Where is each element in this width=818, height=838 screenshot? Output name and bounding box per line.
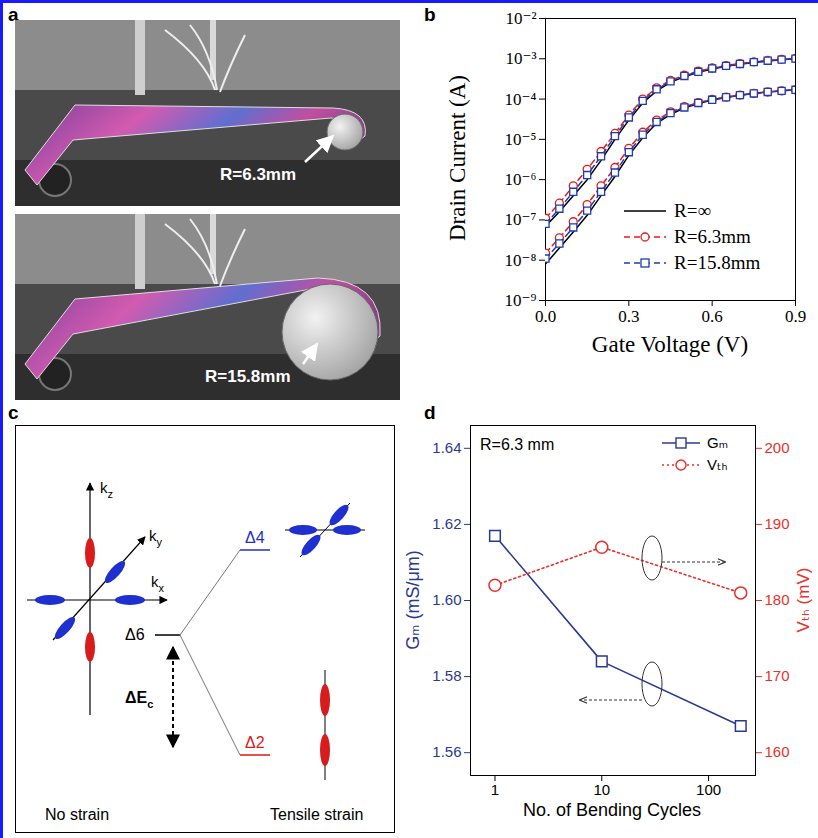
svg-text:kx: kx [151,573,165,594]
svg-text:190: 190 [765,515,790,532]
html-text:Vₜₕ (mV): Vₜₕ (mV) [793,567,813,633]
html-text:Vₜₕ: Vₜₕ [707,456,728,473]
svg-text:Δ6: Δ6 [125,626,145,643]
html-text:a: a [8,4,19,25]
html-text:Drain Current (A): Drain Current (A) [445,75,470,241]
svg-text:10: 10 [593,781,610,798]
svg-text:0.6: 0.6 [702,307,723,326]
svg-text:10⁻⁸: 10⁻⁸ [505,251,537,270]
svg-text:1.64: 1.64 [432,439,461,456]
html-text:b: b [424,4,436,25]
svg-text:10⁻⁹: 10⁻⁹ [505,291,537,310]
html-text:Gₘ (mS/μm): Gₘ (mS/μm) [403,550,423,650]
html-text:c: c [8,402,19,423]
svg-text:Δ2: Δ2 [245,734,265,751]
svg-text:1.62: 1.62 [432,515,461,532]
svg-text:10⁻⁶: 10⁻⁶ [505,170,537,189]
svg-text:10⁻²: 10⁻² [505,9,536,28]
svg-text:0.9: 0.9 [785,307,806,326]
html-text:No. of Bending Cycles: No. of Bending Cycles [523,800,701,820]
svg-text:R=15.8mm: R=15.8mm [205,367,291,386]
html-text:d: d [424,402,436,423]
svg-text:Δ4: Δ4 [245,529,265,546]
svg-text:160: 160 [765,743,790,760]
svg-text:180: 180 [765,591,790,608]
html-text:Gₘ: Gₘ [707,434,728,451]
svg-text:10⁻⁷: 10⁻⁷ [505,210,537,229]
svg-text:1.56: 1.56 [432,743,461,760]
svg-text:Tensile strain: Tensile strain [270,806,363,823]
svg-text:No strain: No strain [45,806,109,823]
svg-text:10⁻⁴: 10⁻⁴ [505,90,537,109]
html-text:R=15.8mm: R=15.8mm [674,252,761,273]
svg-text:200: 200 [765,439,790,456]
svg-text:1: 1 [491,781,499,798]
svg-text:R=6.3mm: R=6.3mm [220,165,296,184]
svg-text:1.60: 1.60 [432,591,461,608]
html-text:R=6.3mm: R=6.3mm [674,226,751,247]
svg-text:ΔEc: ΔEc [125,689,153,710]
svg-text:1.58: 1.58 [432,667,461,684]
html-text:R=∞: R=∞ [674,200,711,221]
svg-text:100: 100 [696,781,721,798]
svg-text:170: 170 [765,667,790,684]
svg-text:0.3: 0.3 [618,307,639,326]
svg-text:10⁻⁵: 10⁻⁵ [505,130,537,149]
svg-text:0.0: 0.0 [535,307,556,326]
svg-text:ky: ky [149,527,163,548]
html-text:R=6.3 mm: R=6.3 mm [480,436,555,453]
svg-text:10⁻³: 10⁻³ [505,49,536,68]
svg-text:kz: kz [100,479,113,500]
html-text:Gate Voltage (V): Gate Voltage (V) [591,332,749,357]
